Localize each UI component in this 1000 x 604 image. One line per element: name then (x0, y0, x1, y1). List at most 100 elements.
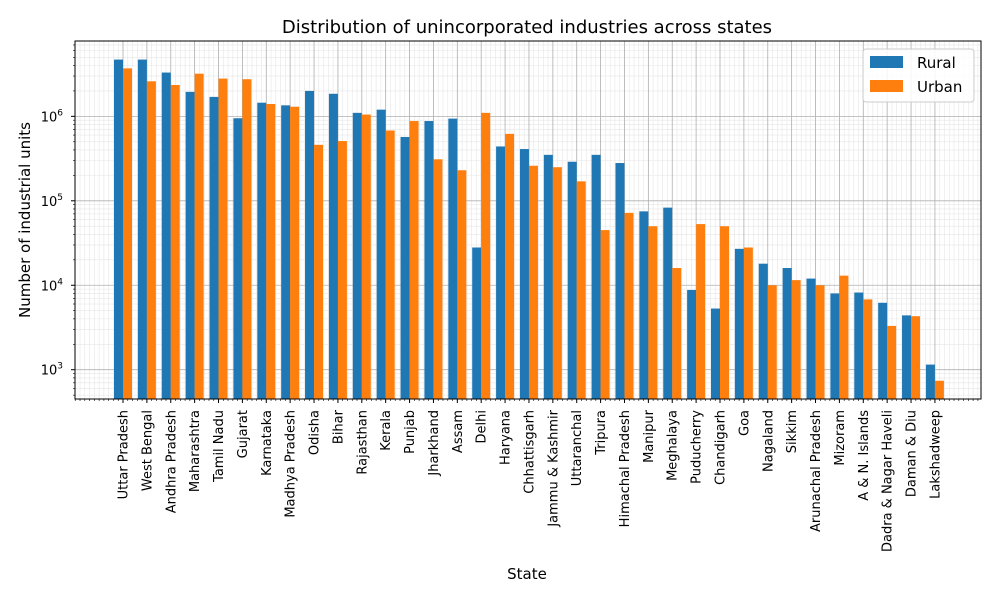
legend-label-urban: Urban (917, 78, 962, 96)
legend-swatch-rural (870, 56, 903, 68)
x-tick-label: Arunachal Pradesh (809, 410, 824, 532)
legend: Rural Urban (862, 48, 975, 103)
bar-rural (854, 292, 864, 399)
bar-rural (591, 154, 601, 399)
bar-urban (123, 68, 132, 400)
bar-urban (146, 81, 156, 399)
x-tick-label: Andhra Pradesh (164, 410, 179, 513)
bar-urban (839, 275, 849, 399)
bar-rural (137, 59, 147, 399)
bar-rural (233, 118, 243, 399)
bar-rural (352, 112, 362, 399)
x-tick-label: Mizoram (833, 410, 848, 466)
y-tick-label: 106 (41, 108, 64, 125)
bar-urban (576, 181, 586, 399)
bar-rural (687, 289, 697, 399)
x-tick-label: Karnataka (260, 410, 275, 476)
x-tick-label: Himachal Pradesh (618, 410, 633, 527)
x-tick-label: Meghalaya (666, 410, 681, 481)
bar-rural (878, 302, 888, 399)
bar-urban (624, 212, 634, 399)
bar-urban (433, 159, 443, 399)
bar-urban (672, 268, 682, 399)
bar-urban (457, 170, 467, 399)
bar-rural (925, 364, 935, 399)
bar-rural (257, 102, 267, 399)
bar-rural (472, 247, 482, 399)
bar-urban (266, 104, 276, 399)
x-tick-label: Maharashtra (188, 410, 203, 492)
x-tick-label: Gujarat (236, 410, 251, 458)
bar-urban (337, 141, 347, 399)
bar-rural (615, 163, 625, 399)
bar-urban (720, 226, 729, 399)
x-tick-label: Dadra & Nagar Haveli (881, 410, 896, 552)
x-tick-label: Uttar Pradesh (117, 410, 132, 499)
bar-urban (505, 133, 515, 399)
bar-urban (290, 106, 300, 399)
bar-rural (782, 268, 792, 399)
x-tick-label: Uttaranchal (570, 410, 585, 486)
bar-urban (218, 78, 228, 399)
chart-title: Distribution of unincorporated industrie… (282, 17, 772, 38)
bar-rural (400, 136, 410, 400)
y-tick-label: 103 (41, 362, 63, 379)
bar-rural (328, 93, 338, 400)
bar-urban (934, 380, 944, 399)
x-tick-label: Kerala (379, 410, 394, 451)
x-tick-label: A & N. Islands (857, 410, 872, 501)
bar-urban (552, 167, 562, 399)
bar-urban (791, 280, 801, 399)
y-tick-label: 105 (41, 193, 63, 210)
plot-frame (74, 40, 982, 400)
bar-rural (281, 105, 291, 399)
bar-rural (519, 149, 529, 399)
bar-rural (567, 161, 577, 399)
x-axis-label: State (507, 565, 547, 583)
x-tick-label: Jharkhand (427, 410, 442, 477)
x-tick-label: Tripura (594, 410, 609, 456)
x-tick-label: Sikkim (785, 410, 800, 453)
bar-urban (767, 285, 777, 399)
x-tick-label: Manipur (642, 409, 657, 463)
x-tick-label: Punjab (403, 410, 418, 454)
bar-urban (600, 230, 610, 399)
bar-rural (758, 263, 768, 399)
y-tick-label: 104 (41, 277, 64, 294)
y-axis-label: Number of industrial units (16, 122, 34, 318)
legend-swatch-urban (870, 80, 903, 92)
bar-urban (170, 85, 180, 399)
ticks: 103 104 105 106 Uttar Pradesh West Bengal Andh… (41, 44, 979, 552)
bar-urban (361, 114, 371, 399)
bar-rural (711, 308, 720, 399)
bars (114, 59, 944, 400)
bar-rural (830, 293, 840, 399)
bar-urban (815, 285, 825, 399)
bar-rural (376, 109, 386, 400)
bar-urban (242, 79, 252, 400)
bar-urban (911, 316, 921, 399)
x-tick-label: Madhya Pradesh (284, 410, 299, 518)
bar-urban (887, 325, 897, 399)
bar-rural (639, 211, 649, 399)
x-tick-label: Daman & Diu (905, 410, 920, 497)
bar-urban (648, 226, 658, 399)
x-tick-label: Delhi (475, 410, 490, 443)
bar-rural (496, 146, 506, 399)
x-tick-label: Chandigarh (714, 410, 729, 485)
bar-urban (743, 247, 753, 399)
bar-rural (448, 118, 458, 400)
bar-urban (696, 224, 706, 399)
bar-rural (806, 278, 816, 399)
bar-rural (543, 154, 553, 399)
x-tick-label: Assam (451, 410, 466, 453)
x-tick-label: West Bengal (140, 410, 155, 491)
x-tick-label: Bihar (331, 409, 346, 444)
x-tick-label: Goa (737, 410, 752, 436)
bar-urban (194, 73, 204, 400)
bar-urban (481, 112, 491, 399)
bar-rural (185, 91, 195, 399)
x-tick-label: Lakshadweep (928, 410, 943, 499)
